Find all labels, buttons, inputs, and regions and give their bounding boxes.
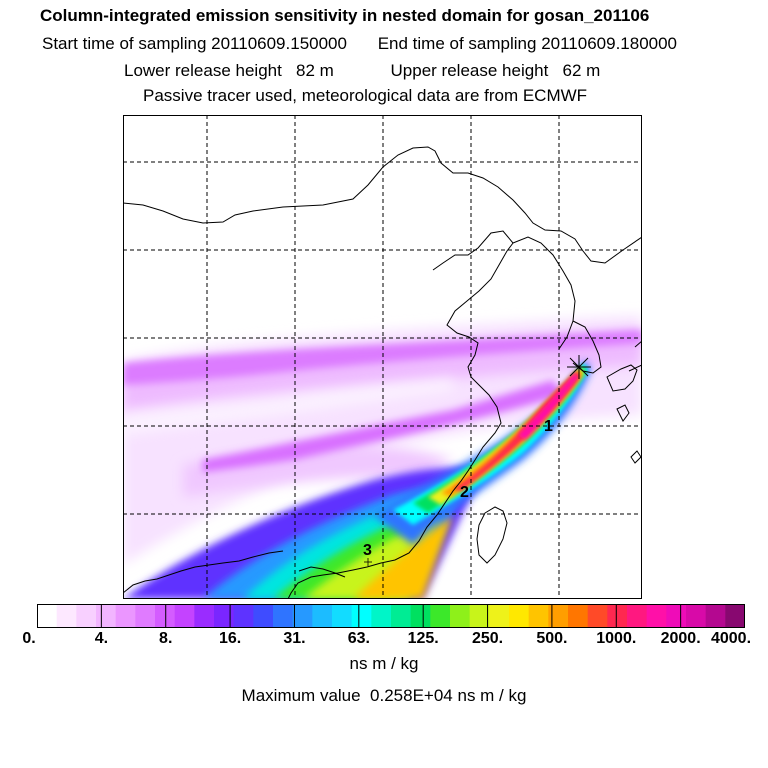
- colorbar-cell: [155, 604, 176, 628]
- colorbar-cell: [430, 604, 451, 628]
- release-heights: Lower release height 82 m Upper release …: [124, 61, 768, 81]
- colorbar-cells: [37, 604, 745, 628]
- lower-label: Lower release height: [124, 61, 282, 80]
- sensitivity-map: 1 2 3: [123, 115, 642, 599]
- colorbar-cell: [627, 604, 648, 628]
- colorbar-cell: [233, 604, 254, 628]
- start-label: Start time of sampling: [42, 34, 207, 53]
- colorbar-cell: [666, 604, 687, 628]
- colorbar-cell: [96, 604, 117, 628]
- colorbar-cell: [568, 604, 589, 628]
- colorbar-cell: [410, 604, 431, 628]
- colorbar-cell: [332, 604, 353, 628]
- end-label: End time of sampling: [377, 34, 537, 53]
- colorbar-cell: [686, 604, 707, 628]
- map-frame: [123, 115, 642, 599]
- colorbar-cell: [646, 604, 667, 628]
- upper-label: Upper release height: [390, 61, 549, 80]
- graticule: [123, 115, 642, 599]
- lower-value: 82 m: [296, 61, 334, 80]
- trajectory-marker-3: 3: [363, 542, 372, 559]
- max-label: Maximum value: [241, 686, 361, 705]
- colorbar-cell: [548, 604, 569, 628]
- colorbar-cell: [273, 604, 294, 628]
- colorbar-cell: [489, 604, 510, 628]
- colorbar-tick-label: 16.: [218, 630, 242, 647]
- colorbar-cell: [351, 604, 372, 628]
- colorbar-cell: [312, 604, 333, 628]
- point-3-marker: [364, 558, 372, 566]
- colorbar-cell: [509, 604, 530, 628]
- colorbar-cell: [528, 604, 549, 628]
- colorbar-tick-label: 63.: [347, 630, 370, 647]
- end-value: 20110609.180000: [541, 34, 678, 53]
- colorbar-cell: [174, 604, 195, 628]
- colorbar-unit: ns m / kg: [349, 654, 419, 673]
- colorbar-cell: [135, 604, 156, 628]
- max-value: 0.258E+04 ns m / kg: [370, 686, 527, 705]
- trajectory-marker-1: 1: [544, 418, 553, 435]
- colorbar-cell: [253, 604, 274, 628]
- colorbar-tick-label: 4.: [94, 630, 109, 647]
- colorbar-cell: [37, 604, 58, 628]
- colorbar-tick-label: 4000.: [710, 630, 752, 647]
- colorbar-tick-label: 250.: [471, 630, 504, 647]
- receptor-marker: [567, 355, 591, 379]
- colorbar-cell: [292, 604, 313, 628]
- plot-title: Column-integrated emission sensitivity i…: [40, 6, 650, 25]
- colorbar-tick-label: 125.: [407, 630, 439, 647]
- colorbar-cell: [56, 604, 77, 628]
- start-value: 20110609.150000: [211, 34, 347, 53]
- colorbar-cell: [76, 604, 97, 628]
- colorbar-cell: [607, 604, 628, 628]
- colorbar-dividers: [100, 604, 682, 628]
- colorbar-tick-label: 2000.: [660, 630, 701, 647]
- colorbar-cell: [587, 604, 608, 628]
- colorbar-tick-label: 31.: [283, 630, 306, 647]
- colorbar-cell: [371, 604, 392, 628]
- maximum-value-line: Maximum value 0.258E+04 ns m / kg: [0, 686, 768, 706]
- upper-value: 62 m: [562, 61, 601, 80]
- colorbar-cell: [214, 604, 235, 628]
- tracer-note: Passive tracer used, meteorological data…: [143, 86, 588, 105]
- sampling-times: Start time of sampling 20110609.150000 E…: [42, 34, 768, 54]
- colorbar-tick-label: 0.: [22, 630, 36, 647]
- colorbar-cell: [391, 604, 412, 628]
- colorbar: [37, 604, 745, 628]
- colorbar-tick-label: 500.: [536, 630, 568, 647]
- colorbar-cell: [705, 604, 726, 628]
- coastlines: [123, 146, 642, 599]
- colorbar-cell: [450, 604, 471, 628]
- colorbar-cell: [115, 604, 136, 628]
- colorbar-tick-label: 1000.: [596, 630, 637, 647]
- colorbar-cell: [725, 604, 745, 628]
- colorbar-cell: [469, 604, 490, 628]
- colorbar-tick-label: 8.: [159, 630, 173, 647]
- colorbar-frame: [37, 604, 745, 628]
- colorbar-tick-labels: 0. 4. 8. 16. 31. 63. 125. 250. 500. 1000. 2000. 400…: [0, 630, 768, 652]
- colorbar-cell: [194, 604, 215, 628]
- trajectory-marker-2: 2: [460, 484, 469, 501]
